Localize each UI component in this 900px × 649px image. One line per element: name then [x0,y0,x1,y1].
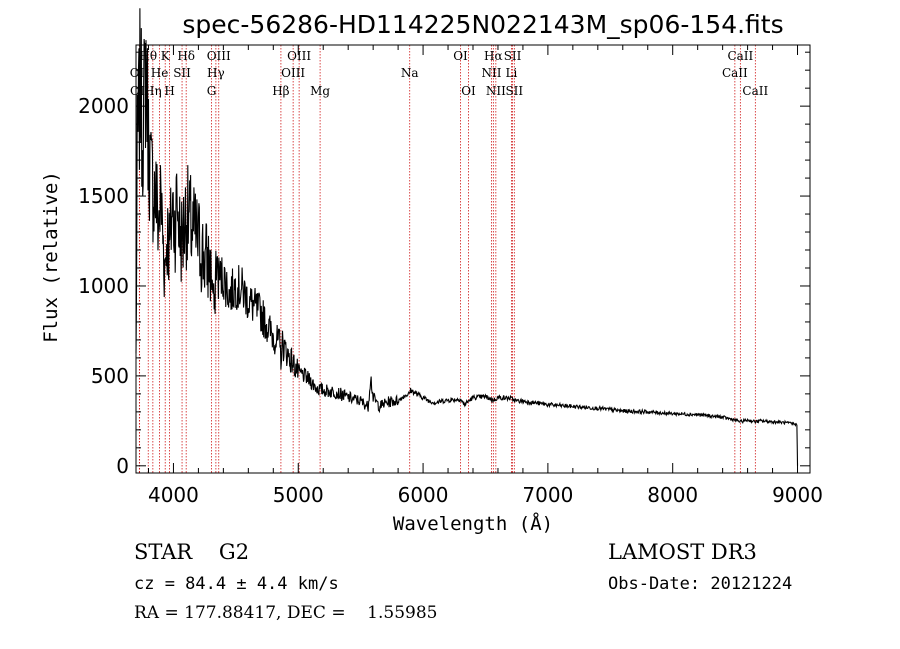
x-tick-label: 4000 [148,483,199,507]
line-label-2-8: CaII [722,66,748,80]
line-label-1-5: OI [453,49,468,63]
line-label-3-2: H [164,84,174,98]
line-label-3-1: Hη [144,84,162,98]
y-tick-label: 1500 [78,184,129,208]
line-label-3-9: CaII [742,84,768,98]
y-axis-label: Flux (relative) [40,171,62,343]
y-tick-label: 500 [91,364,129,388]
y-tick-label: 2000 [78,94,129,118]
line-label-1-3: OIII [207,49,231,63]
line-label-1-0: Hθ [139,49,157,63]
line-label-1-2: Hδ [177,49,195,63]
line-label-3-6: OI [461,84,476,98]
line-label-1-4: OIII [287,49,311,63]
line-label-2-2: SII [173,66,191,80]
x-axis-label: Wavelength (Å) [393,512,553,535]
line-label-3-8: SII [505,84,523,98]
survey-name: LAMOST DR3 [608,540,757,564]
line-label-1-1: K [161,49,171,63]
x-tick-label: 5000 [273,483,324,507]
line-label-2-7: Li [506,66,518,80]
spectrum-line [135,8,799,466]
axis-ticks: 4000 5000 6000 7000 8000 9000 0 500 1000 1500 2000 [78,45,823,507]
plot-frame [135,44,811,474]
line-label-2-4: OIII [281,66,305,80]
observation-date: Obs-Date: 20121224 [608,574,793,594]
line-label-1-8: CaII [727,49,753,63]
x-tick-label: 6000 [398,483,449,507]
x-tick-label: 8000 [647,483,698,507]
chart-title: spec-56286-HD114225N022143M_sp06-154.fit… [182,10,783,39]
line-label-2-1: He [151,66,169,80]
line-label-2-5: Na [401,66,419,80]
y-tick-label: 1000 [78,274,129,298]
redshift-velocity: cz = 84.4 ± 4.4 km/s [134,574,339,594]
line-label-2-3: Hγ [207,66,225,80]
emission-line-markers [138,45,756,473]
y-tick-label: 0 [116,454,129,478]
line-label-3-5: Mg [310,84,330,98]
line-label-3-3: G [207,84,217,98]
line-label-2-6: NII [481,66,501,80]
x-tick-label: 9000 [772,483,823,507]
line-label-1-6: Hα [484,49,503,63]
line-label-1-7: SII [504,49,522,63]
x-tick-label: 7000 [522,483,573,507]
line-label-3-4: Hβ [272,84,289,98]
line-label-3-7: NII [486,84,506,98]
ra-dec-coordinates: RA = 177.88417, DEC = 1.55985 [134,603,438,623]
object-class: STAR G2 [134,540,250,564]
